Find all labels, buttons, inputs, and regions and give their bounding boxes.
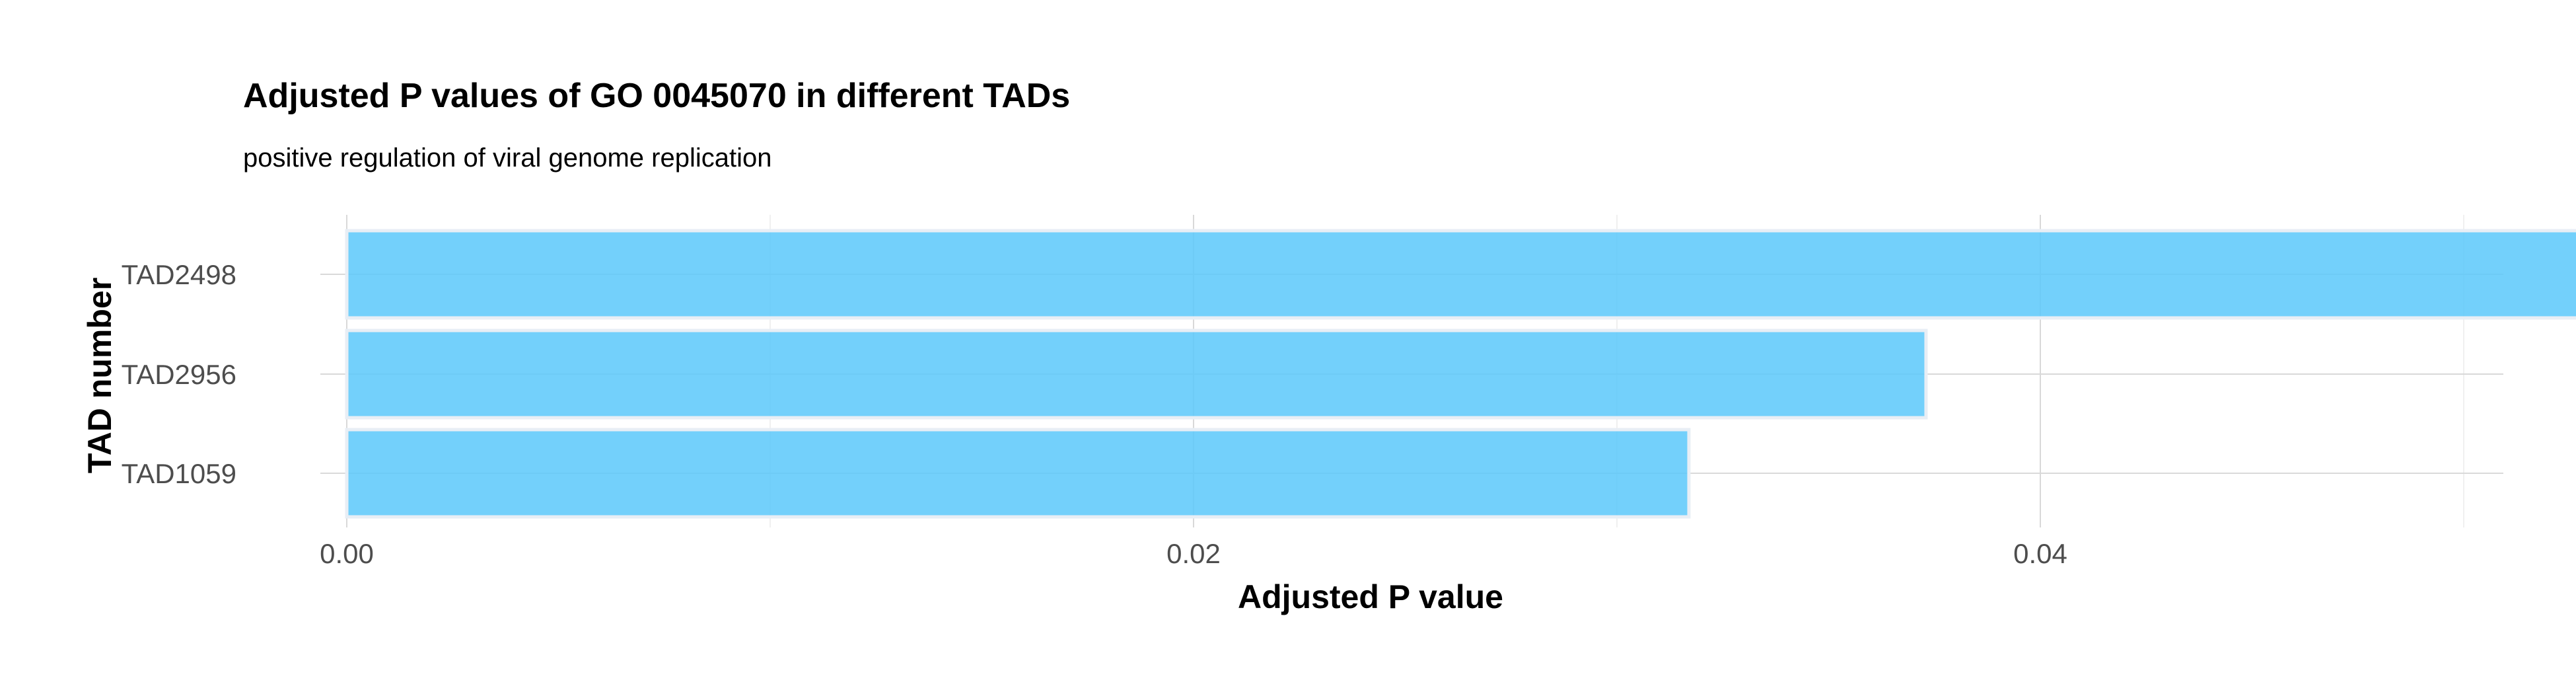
y-axis-title: TAD number: [81, 278, 118, 473]
bar-tad2956: [345, 328, 1928, 420]
chart-title: Adjusted P values of GO 0045070 in diffe…: [243, 77, 1070, 115]
chart-subtitle: positive regulation of viral genome repl…: [243, 143, 771, 173]
x-axis-title: Adjusted P value: [1238, 578, 1503, 615]
bars: [345, 229, 2576, 519]
y-tick-label: TAD2956: [122, 359, 236, 390]
bar-tad2498: [345, 229, 2576, 320]
y-tick-label: TAD2498: [122, 259, 236, 290]
x-tick-label: 0.04: [2013, 538, 2067, 569]
x-tick-label: 0.00: [320, 538, 374, 569]
bar-tad1059: [345, 428, 1691, 519]
x-tick-label: 0.02: [1166, 538, 1221, 569]
y-tick-labels: TAD2498 TAD2956 TAD1059: [122, 259, 236, 489]
x-tick-labels: 0.00 0.02 0.04: [320, 538, 2067, 569]
y-tick-label: TAD1059: [122, 458, 236, 489]
